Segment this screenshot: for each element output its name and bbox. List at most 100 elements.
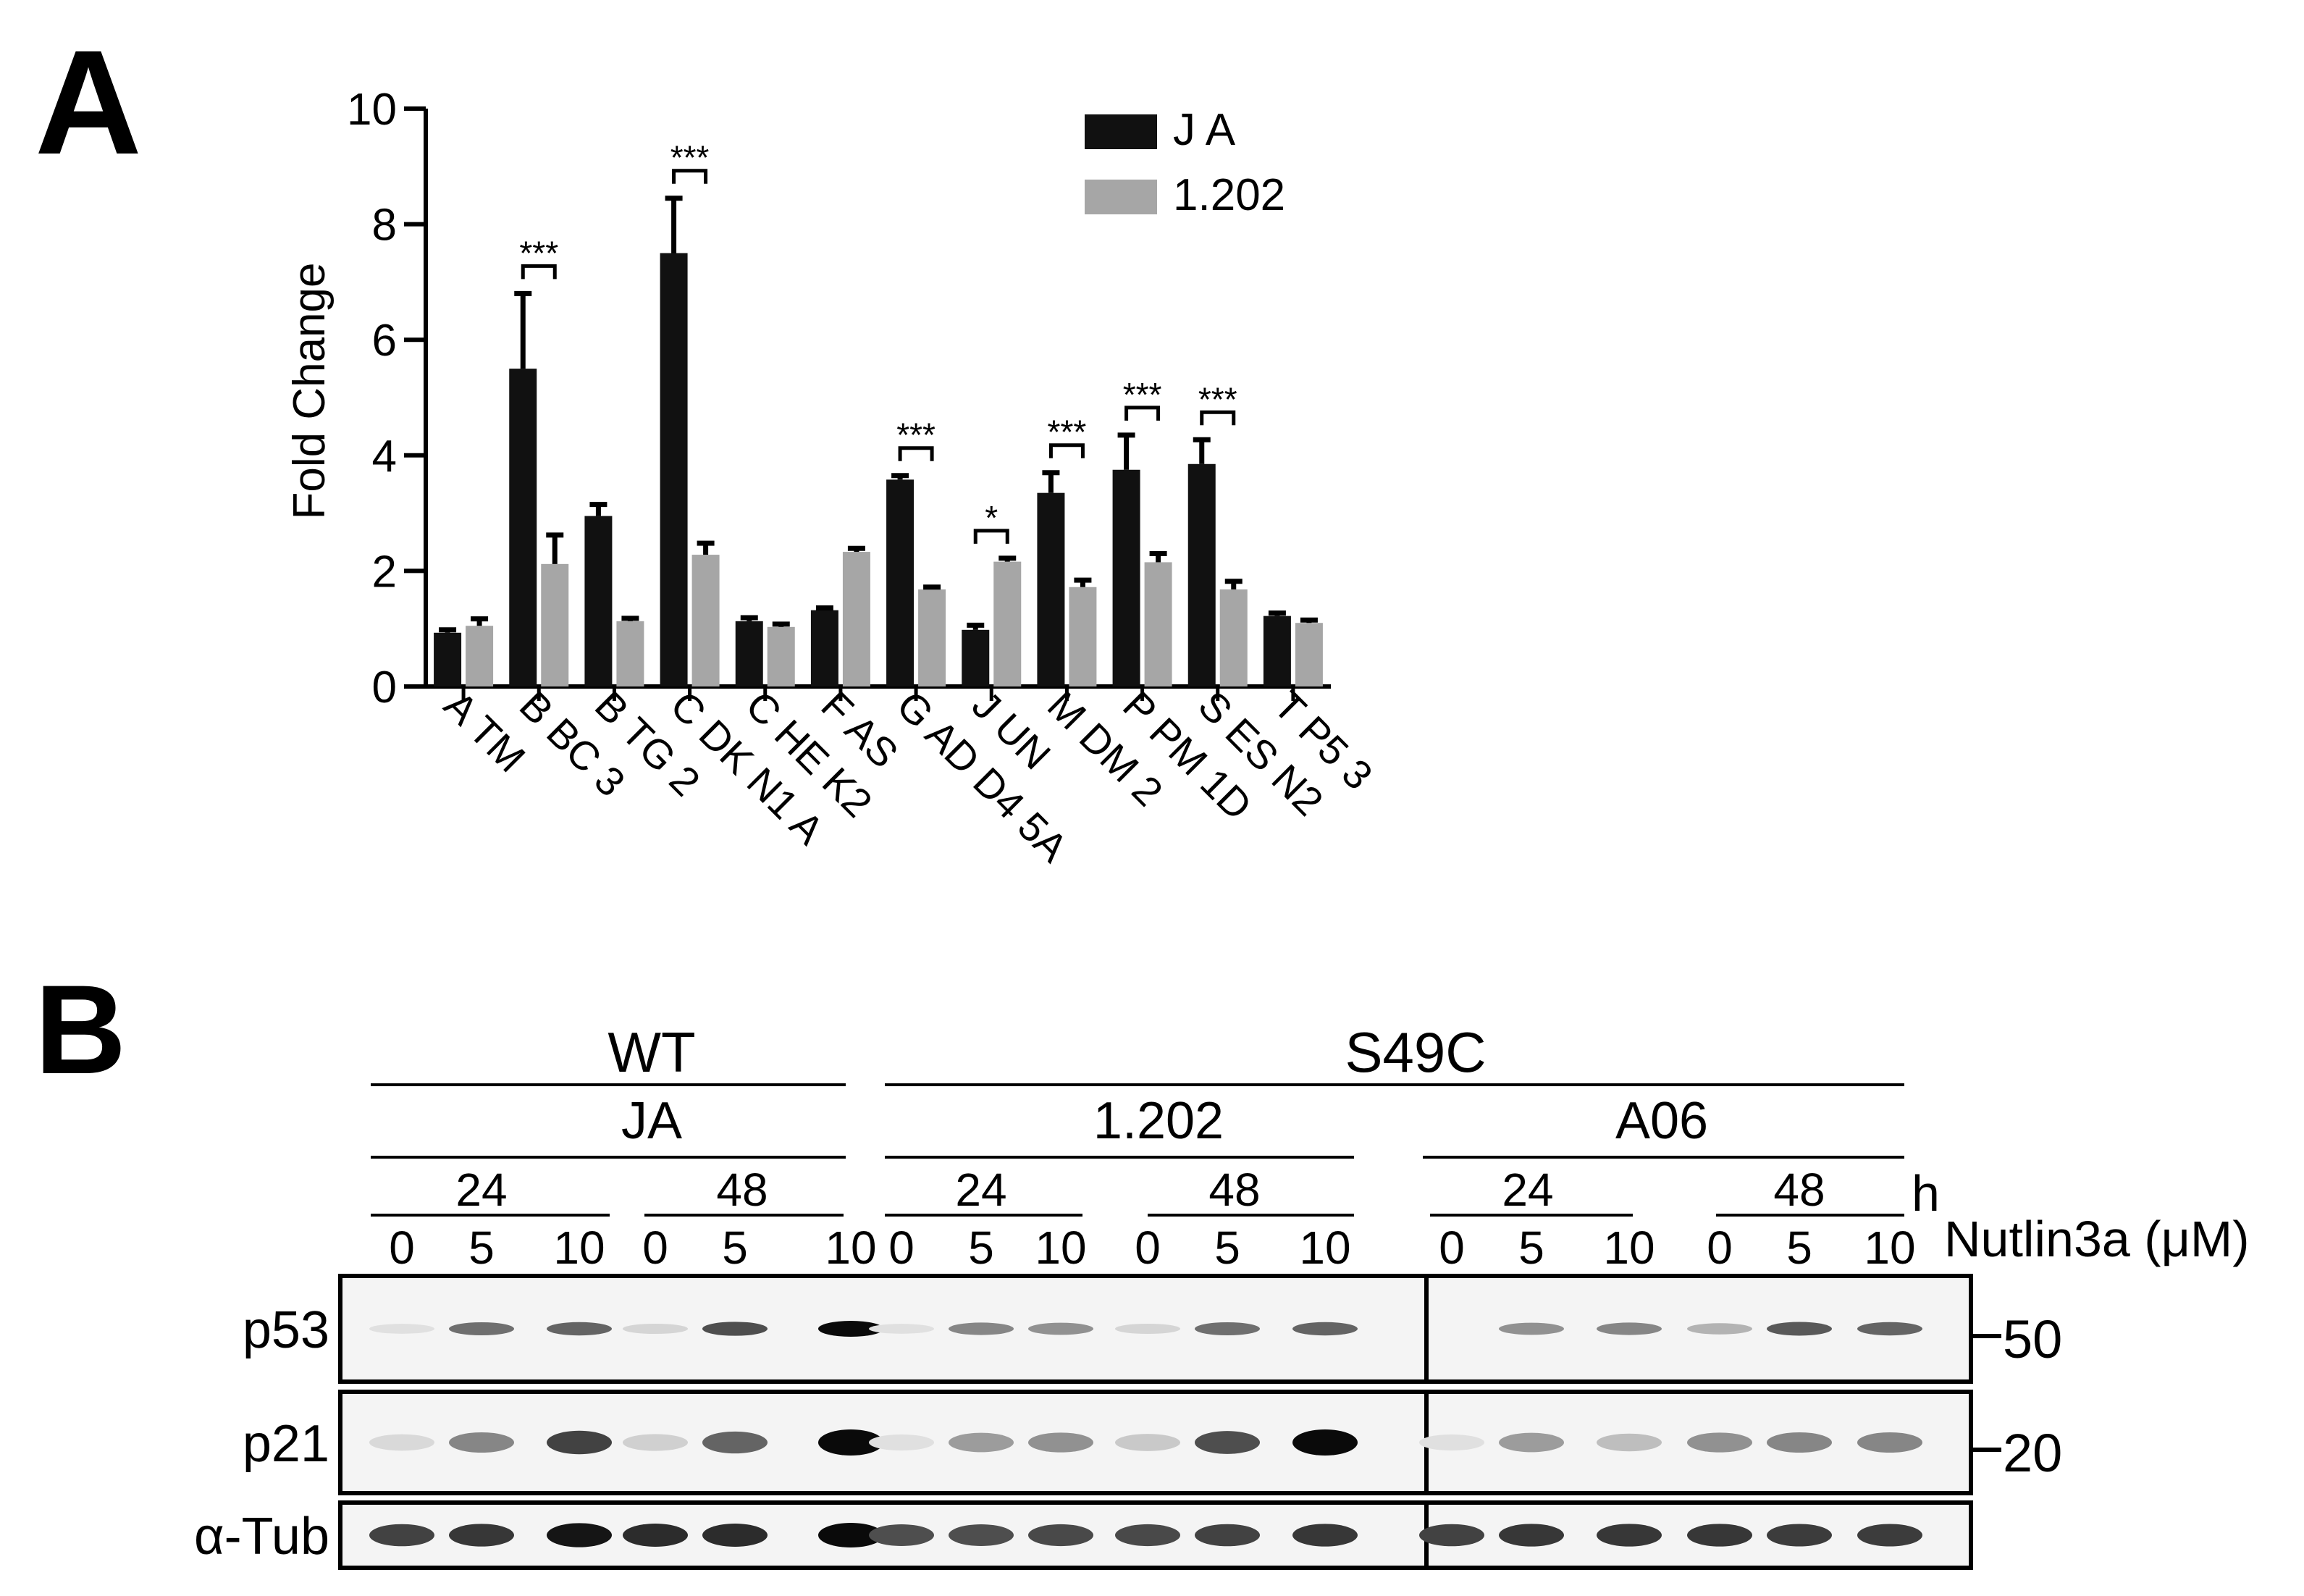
bar-ja-9 [1112,469,1140,686]
y-tick-label-0: 0 [372,663,397,713]
significance-label-0: *** [519,234,558,272]
y-axis-label: Fold Change [285,262,335,519]
dose-label-1: 5 [468,1222,495,1274]
band-1-3 [623,1434,688,1451]
y-tick-label-1: 2 [372,547,397,597]
band-0-7 [949,1322,1014,1335]
dose-label-14: 10 [1603,1222,1655,1274]
bar-ja-11 [1263,616,1291,686]
panel-b-label: B [35,959,126,1101]
mw-label-0: 50 [2003,1309,2062,1369]
band-1-15 [1687,1432,1752,1453]
bar-ja-7 [962,629,990,686]
band-2-3 [623,1524,688,1547]
band-1-6 [869,1434,934,1451]
significance-bracket-0 [521,264,557,280]
band-0-14 [1597,1322,1662,1335]
band-2-6 [869,1524,934,1546]
cell-line-label-0: JA [621,1092,682,1150]
genotype-label-0: WT [607,1020,695,1084]
significance-bracket-3 [973,529,1009,544]
bar-ja-5 [810,610,838,686]
band-0-2 [547,1322,612,1336]
bar-1202-11 [1295,623,1323,686]
cell-line-label-1: 1.202 [1093,1092,1224,1150]
dose-label-12: 0 [1439,1222,1465,1274]
band-1-13 [1499,1432,1564,1453]
bar-ja-6 [886,479,915,686]
band-1-5 [818,1429,883,1456]
band-1-14 [1597,1433,1662,1452]
legend-swatch-ja [1085,114,1157,149]
dose-label-17: 10 [1864,1222,1915,1274]
timepoint-label-2: 24 [955,1164,1006,1216]
band-2-10 [1195,1524,1260,1547]
timepoint-label-0: 24 [455,1164,507,1216]
bar-1202-6 [918,589,946,686]
bar-1202-0 [466,626,494,686]
significance-bracket-2 [898,446,934,461]
band-1-1 [449,1432,514,1453]
band-2-13 [1499,1524,1564,1547]
band-0-11 [1292,1322,1358,1336]
legend-label-1202: 1.202 [1173,170,1285,220]
cell-line-label-2: A06 [1615,1092,1708,1150]
bar-1202-4 [767,626,795,686]
dose-label-9: 0 [1135,1222,1161,1274]
band-0-6 [869,1324,934,1334]
significance-bracket-5 [1124,406,1161,421]
band-2-5 [818,1523,883,1547]
significance-bracket-6 [1200,410,1236,426]
band-0-17 [1857,1322,1922,1336]
bar-ja-4 [735,621,763,686]
band-0-15 [1687,1323,1752,1335]
bar-1202-2 [616,621,644,686]
dose-label-0: 0 [389,1222,415,1274]
significance-label-1: *** [670,139,710,177]
band-0-13 [1499,1322,1564,1335]
band-0-5 [818,1321,883,1337]
band-2-15 [1687,1524,1752,1547]
band-1-2 [547,1430,612,1455]
y-tick-label-5: 10 [347,85,397,135]
band-0-8 [1028,1322,1093,1335]
band-2-16 [1767,1524,1832,1547]
band-2-2 [547,1523,612,1547]
bar-1202-5 [842,552,870,686]
band-1-8 [1028,1432,1093,1453]
significance-label-2: *** [896,416,936,454]
blot-row-label-0: p53 [243,1301,329,1359]
dose-label-11: 10 [1299,1222,1350,1274]
band-2-0 [369,1524,434,1547]
y-tick-label-3: 6 [372,316,397,366]
bar-ja-10 [1187,463,1216,686]
band-2-12 [1419,1524,1484,1547]
bar-1202-3 [691,555,720,686]
band-2-11 [1292,1524,1358,1547]
panel-a-label: A [35,20,142,185]
blot-row-label-1: p21 [243,1415,329,1473]
mw-label-1: 20 [2003,1423,2062,1483]
timepoint-label-1: 48 [716,1164,768,1216]
bar-1202-1 [541,563,569,686]
significance-label-6: *** [1198,380,1237,418]
significance-bracket-4 [1048,443,1085,458]
band-2-7 [949,1524,1014,1546]
dose-label-5: 10 [825,1222,876,1274]
timepoint-label-3: 48 [1208,1164,1260,1216]
dose-label-6: 0 [888,1222,915,1274]
band-0-0 [369,1324,434,1334]
band-0-9 [1115,1323,1180,1335]
band-0-3 [623,1323,688,1335]
significance-label-3: * [985,499,998,537]
band-1-7 [949,1432,1014,1453]
genotype-label-1: S49C [1345,1020,1486,1084]
dose-label-13: 5 [1518,1222,1544,1274]
band-1-0 [369,1434,434,1451]
significance-label-4: *** [1048,413,1087,451]
